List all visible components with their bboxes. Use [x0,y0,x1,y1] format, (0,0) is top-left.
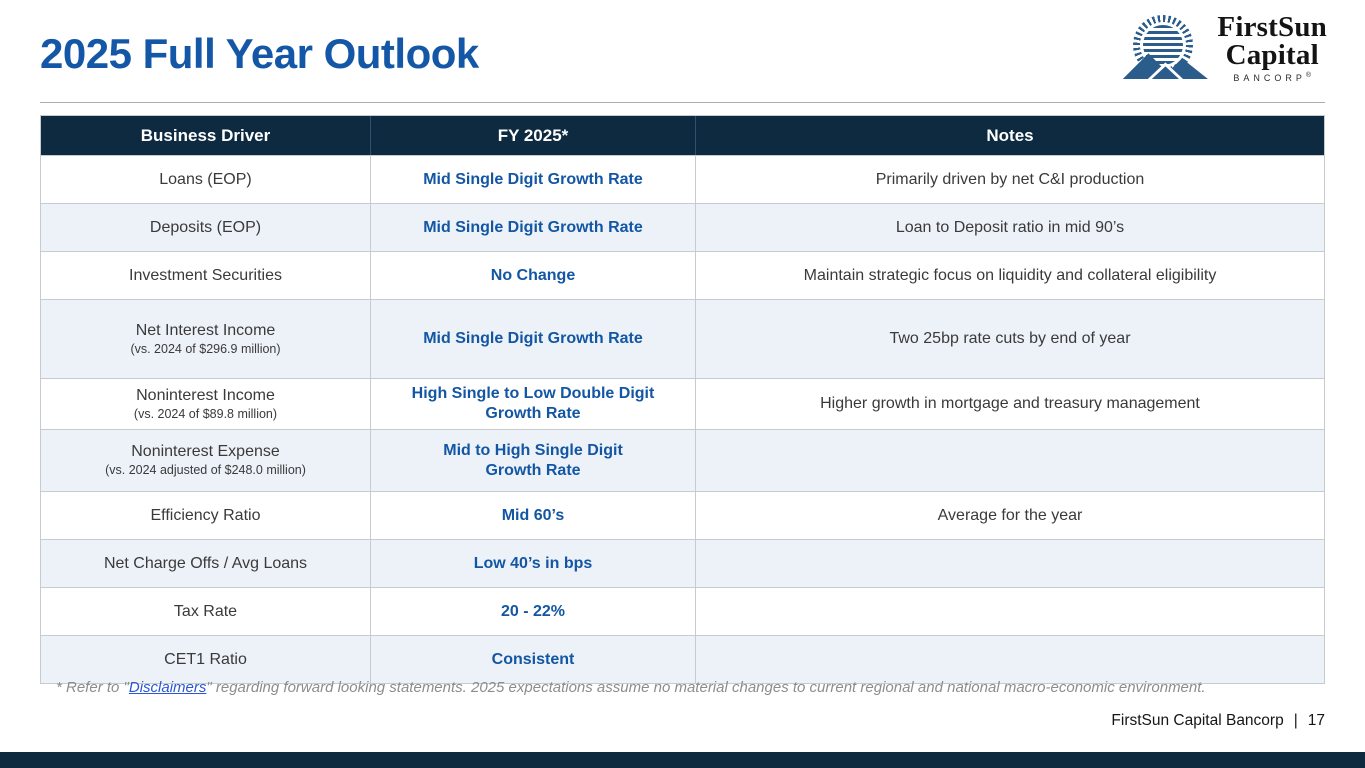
fy2025-value-cell: Mid Single Digit Growth Rate [371,300,696,378]
note-cell: Primarily driven by net C&I production [875,170,1145,188]
table-row: Efficiency Ratio Mid 60’s Average for the … [41,491,1324,539]
table-body: Loans (EOP) Mid Single Digit Growth Rate P… [41,155,1324,683]
table-row: Net Charge Offs / Avg Loans Low 40’s in b… [41,539,1324,587]
registered-mark: ® [1305,72,1312,80]
business-driver-cell: Deposits (EOP) [41,204,371,251]
bottom-accent-bar [0,752,1365,768]
fy2025-value-cell: No Change [371,252,696,299]
fy2025-value-cell: Mid to High Single Digit Growth Rate [371,430,696,491]
title-divider [40,102,1325,103]
note-cell: Loan to Deposit ratio in mid 90’s [895,218,1125,236]
note-cell [696,588,1324,635]
footnote-prefix: * Refer to " [56,679,129,696]
footer-page-number: 17 [1307,712,1325,729]
fy2025-value-cell: High Single to Low Double Digit Growth R… [371,379,696,429]
fy2025-value-cell: Low 40’s in bps [371,540,696,587]
driver-sublabel: (vs. 2024 of $296.9 million) [130,341,281,356]
driver-label: Noninterest Income [136,386,275,404]
driver-label: Tax Rate [173,602,238,620]
footer-separator: | [1293,712,1298,729]
driver-label: Efficiency Ratio [150,506,261,524]
table-row: CET1 Ratio Consistent [41,635,1324,683]
fy2025-value-cell: Mid Single Digit Growth Rate [371,156,696,203]
business-driver-cell: Investment Securities [41,252,371,299]
footer-company-name: FirstSun Capital Bancorp [1111,712,1284,729]
business-driver-cell: CET1 Ratio [41,636,371,683]
logo-name-line2: Capital [1225,38,1319,71]
driver-label: Net Interest Income [135,321,276,339]
table-row: Noninterest Expense (vs. 2024 adjusted of… [41,429,1324,491]
table-header-row: Business Driver FY 2025* Notes [41,116,1324,155]
table-row: Noninterest Income (vs. 2024 of $89.8 mil… [41,378,1324,429]
business-driver-cell: Efficiency Ratio [41,492,371,539]
driver-label: Loans (EOP) [159,170,252,188]
logo-wordmark: FirstSun Capital BANCORP® [1217,11,1327,84]
driver-label: Noninterest Expense [131,443,280,461]
note-cell [696,540,1324,587]
driver-label: Investment Securities [129,266,282,284]
table-row: Investment Securities No Change Maintain s… [41,251,1324,299]
fy2025-value-cell: Consistent [371,636,696,683]
footnote-suffix: " regarding forward looking statements. … [206,679,1206,696]
business-driver-cell: Net Charge Offs / Avg Loans [41,540,371,587]
page-title: 2025 Full Year Outlook [40,30,479,77]
firstsun-sun-mountains-icon [1120,15,1209,81]
driver-label: CET1 Ratio [164,650,247,668]
note-cell: Two 25bp rate cuts by end of year [889,330,1131,347]
logo-name-line1: FirstSun [1217,11,1327,43]
company-logo: FirstSun Capital BANCORP® [1120,11,1327,84]
fy2025-value-cell: Mid 60’s [371,492,696,539]
table-row: Loans (EOP) Mid Single Digit Growth Rate P… [41,155,1324,203]
driver-label: Deposits (EOP) [149,218,262,236]
footnote: * Refer to "Disclaimers" regarding forwa… [56,677,1264,698]
table-row: Tax Rate 20 - 22% [41,587,1324,635]
driver-sublabel: (vs. 2024 adjusted of $248.0 million) [105,463,306,478]
fy2025-value-cell: Mid Single Digit Growth Rate [371,204,696,251]
logo-subtitle: BANCORP® [1233,72,1312,84]
business-driver-cell: Noninterest Income (vs. 2024 of $89.8 mil… [41,379,371,429]
business-driver-cell: Noninterest Expense (vs. 2024 adjusted of… [41,430,371,491]
note-cell: Maintain strategic focus on liquidity an… [803,266,1217,284]
fy2025-value-cell: 20 - 22% [371,588,696,635]
business-driver-cell: Tax Rate [41,588,371,635]
driver-label: Net Charge Offs / Avg Loans [103,554,308,572]
driver-sublabel: (vs. 2024 of $89.8 million) [133,406,278,421]
note-cell: Higher growth in mortgage and treasury m… [820,395,1200,412]
note-cell: Average for the year [937,506,1083,524]
page-footer: FirstSun Capital Bancorp | 17 [1111,712,1325,730]
business-driver-cell: Net Interest Income (vs. 2024 of $296.9 m… [41,300,371,378]
note-cell [696,636,1324,683]
column-header-business-driver: Business Driver [41,116,371,155]
table-row: Net Interest Income (vs. 2024 of $296.9 m… [41,299,1324,378]
disclaimers-link[interactable]: Disclaimers [128,679,207,696]
note-cell [696,430,1324,491]
column-header-fy-2025: FY 2025* [371,116,696,155]
business-driver-cell: Loans (EOP) [41,156,371,203]
outlook-table: Business Driver FY 2025* Notes Loans (EO… [40,115,1325,684]
table-row: Deposits (EOP) Mid Single Digit Growth Ra… [41,203,1324,251]
column-header-notes: Notes [986,125,1034,145]
